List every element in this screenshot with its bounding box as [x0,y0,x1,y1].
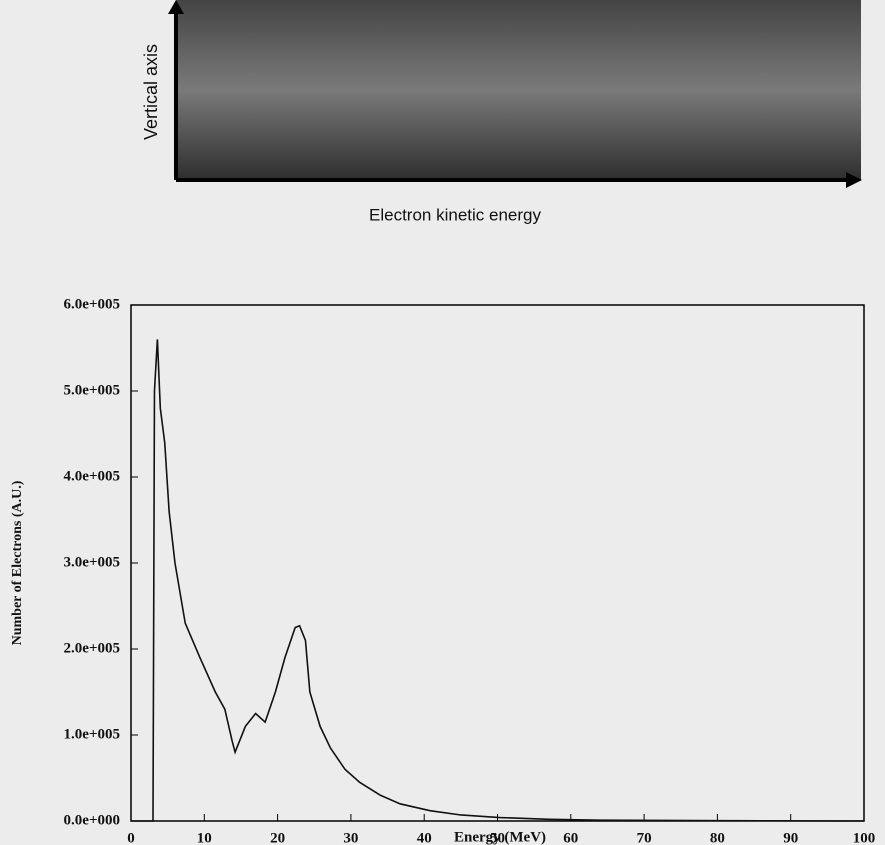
x-tick-label: 0 [127,830,135,845]
inset-image [176,0,861,180]
x-tick-label: 40 [417,830,432,845]
inset-x-label: Electron kinetic energy [369,205,541,224]
y-tick-label: 4.0e+005 [64,468,120,484]
y-tick-label: 0.0e+000 [64,812,120,828]
x-tick-label: 60 [563,830,578,845]
x-tick-label: 100 [853,830,876,845]
x-tick-label: 10 [197,830,212,845]
data-line [131,339,865,822]
inset-y-label: Vertical axis [141,44,161,140]
inset-arrow [846,172,862,188]
y-tick-label: 2.0e+005 [64,640,120,656]
y-tick-label: 6.0e+005 [64,296,120,312]
inset-arrow [168,0,184,14]
x-axis-label: Energy (MeV) [454,829,546,845]
x-tick-label: 20 [270,830,285,845]
y-tick-label: 1.0e+005 [64,726,120,742]
x-tick-label: 80 [710,830,725,845]
y-axis-label: Number of Electrons (A.U.) [10,480,25,645]
x-tick-label: 30 [343,830,358,845]
x-tick-label: 50 [490,830,505,845]
y-tick-label: 5.0e+005 [64,382,120,398]
x-tick-label: 90 [783,830,798,845]
x-tick-label: 70 [637,830,652,845]
y-tick-label: 3.0e+005 [64,554,120,570]
